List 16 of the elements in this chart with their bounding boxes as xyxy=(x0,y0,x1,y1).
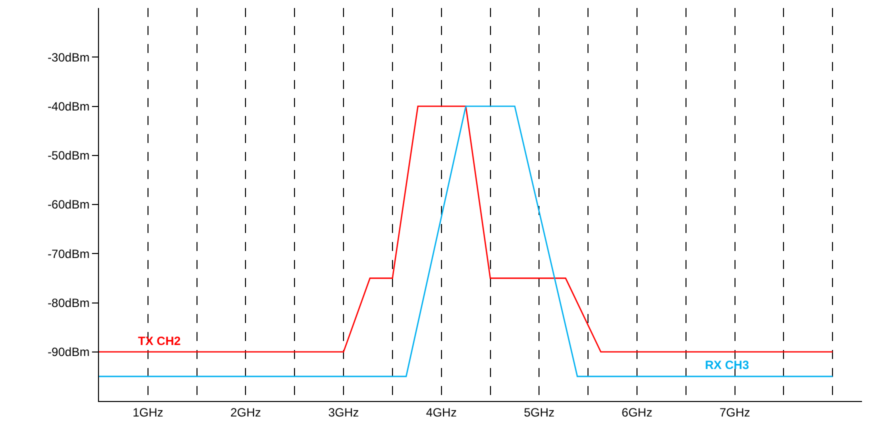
x-tick-label: 7GHz xyxy=(719,405,750,420)
y-tick-label: -60dBm xyxy=(48,198,90,212)
y-tick-label: -50dBm xyxy=(48,148,90,163)
x-tick-label: 2GHz xyxy=(230,405,262,420)
x-tick-label: 6GHz xyxy=(622,405,652,420)
x-tick-label: 5GHz xyxy=(524,405,555,420)
x-tick-label: 3GHz xyxy=(328,405,359,420)
y-tick-label: -90dBm xyxy=(48,345,90,360)
x-tick-label: 1GHz xyxy=(132,405,164,420)
y-tick-label: -80dBm xyxy=(48,296,90,310)
y-tick-label: -40dBm xyxy=(48,99,90,114)
series-label: RX CH3 xyxy=(705,358,750,372)
y-tick-label: -70dBm xyxy=(48,246,90,261)
series-label: TX CH2 xyxy=(138,334,181,348)
y-tick-label: -30dBm xyxy=(48,50,90,64)
x-tick-label: 4GHz xyxy=(426,405,457,420)
